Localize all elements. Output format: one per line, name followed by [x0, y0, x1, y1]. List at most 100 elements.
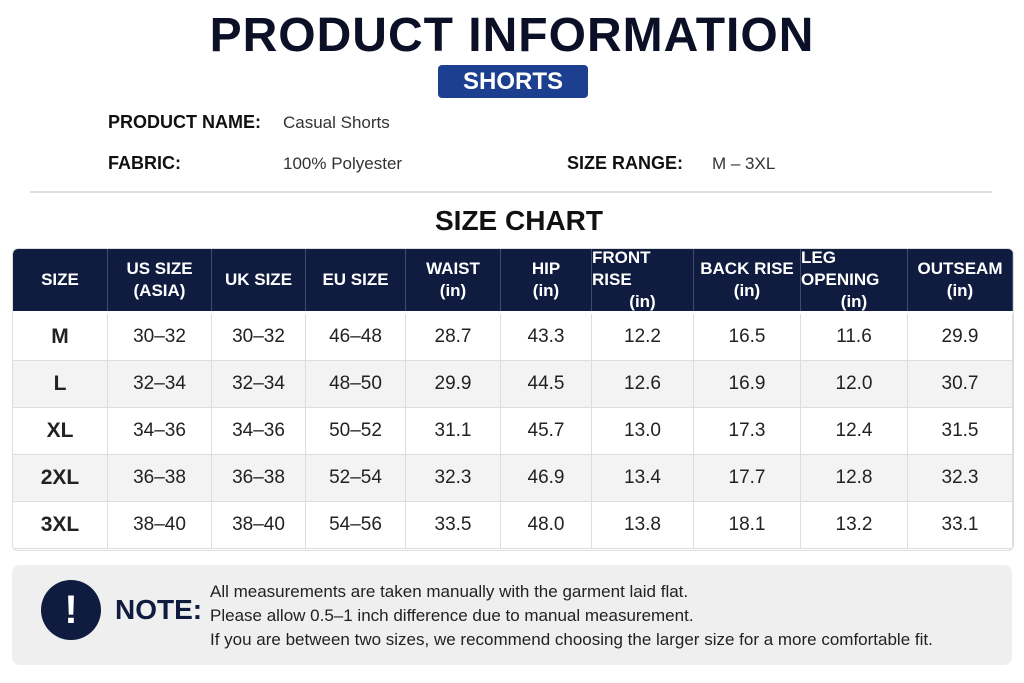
cell: 13.8 — [592, 502, 694, 549]
cell: 44.5 — [501, 361, 592, 408]
note-line: Please allow 0.5–1 inch difference due t… — [210, 606, 694, 625]
header-cell: SIZE — [13, 249, 108, 311]
header-text: OUTSEAM — [917, 259, 1003, 278]
cell: 34–36 — [212, 408, 306, 455]
value: M – 3XL — [712, 154, 776, 173]
cell: 33.5 — [406, 502, 501, 549]
header-cell: HIP (in) — [501, 249, 592, 311]
header-text: (in) — [946, 281, 974, 300]
note-line: If you are between two sizes, we recomme… — [210, 630, 933, 649]
cell: 16.5 — [694, 314, 801, 361]
header-cell: BACK RISE (in) — [694, 249, 801, 311]
cell: 50–52 — [306, 408, 406, 455]
label: SIZE RANGE: — [567, 153, 684, 173]
header-cell: EU SIZE — [306, 249, 406, 311]
header-text: FRONT RISE — [592, 248, 651, 289]
cell-text: 34–36 — [133, 420, 186, 441]
cell: 46.9 — [501, 455, 592, 502]
cell: 12.4 — [801, 408, 908, 455]
header-cell: US SIZE (ASIA) — [108, 249, 212, 311]
cell: 13.0 — [592, 408, 694, 455]
cell-text: 38–40 — [133, 514, 186, 535]
cell-text: 13.4 — [624, 467, 661, 488]
cell: 2XL — [13, 455, 108, 502]
cell-text: 17.7 — [728, 467, 766, 488]
value: Casual Shorts — [283, 113, 390, 132]
cell-text: 18.1 — [728, 514, 766, 535]
cell-text: 48–50 — [329, 373, 382, 394]
cell-text: 43.3 — [527, 326, 565, 347]
header-text: LEG OPENING — [801, 248, 880, 289]
cell: 12.6 — [592, 361, 694, 408]
cell-text: 16.5 — [728, 326, 766, 347]
cell-text: XL — [46, 419, 74, 442]
cell: 48.0 — [501, 502, 592, 549]
header-cell: WAIST (in) — [406, 249, 501, 311]
cell: 34–36 — [108, 408, 212, 455]
cell-text: 12.8 — [835, 467, 873, 488]
cell: 16.9 — [694, 361, 801, 408]
cell-text: 13.0 — [624, 420, 661, 441]
cell: 12.8 — [801, 455, 908, 502]
cell-text: 50–52 — [329, 420, 382, 441]
cell-text: 3XL — [40, 513, 80, 536]
cell-text: 28.7 — [434, 326, 472, 347]
cell: 12.0 — [801, 361, 908, 408]
cell-text: 46.9 — [527, 467, 565, 488]
cell-text: 44.5 — [527, 373, 565, 394]
cell-text: 52–54 — [329, 467, 382, 488]
cell-text: 2XL — [40, 466, 80, 489]
cell: 38–40 — [212, 502, 306, 549]
header-text: WAIST — [426, 259, 480, 278]
cell: 30.7 — [908, 361, 1013, 408]
header-text: (in) — [532, 281, 560, 300]
note-label: NOTE: — [115, 594, 203, 625]
cell-text: 17.3 — [728, 420, 766, 441]
note-icon: ! — [41, 580, 101, 640]
header-text: HIP — [531, 259, 561, 278]
cell: 30–32 — [212, 314, 306, 361]
title: PRODUCT INFORMATION — [209, 9, 815, 62]
header-cell: UK SIZE — [212, 249, 306, 311]
value: 100% Polyester — [283, 154, 403, 173]
cell-text: 32.3 — [434, 467, 472, 488]
cell: 13.2 — [801, 502, 908, 549]
cell: 29.9 — [406, 361, 501, 408]
cell-text: L — [53, 372, 67, 395]
cell: XL — [13, 408, 108, 455]
header-text: EU SIZE — [322, 270, 389, 289]
cell-text: 34–36 — [232, 420, 285, 441]
cell: 32–34 — [212, 361, 306, 408]
cell: 30–32 — [108, 314, 212, 361]
cell-text: 54–56 — [329, 514, 382, 535]
header-cell: LEG OPENING (in) — [801, 249, 908, 311]
cell-text: 12.4 — [835, 420, 873, 441]
cell-text: 38–40 — [232, 514, 285, 535]
cell-text: 13.2 — [835, 514, 873, 535]
label: PRODUCT NAME: — [108, 112, 261, 132]
cell-text: 32–34 — [232, 373, 285, 394]
cell-text: 12.0 — [835, 373, 873, 394]
cell: 36–38 — [212, 455, 306, 502]
cell: 48–50 — [306, 361, 406, 408]
cell-text: 13.8 — [624, 514, 661, 535]
header-text: (in) — [840, 292, 868, 311]
size-table: SIZE US SIZE (ASIA) UK SIZE EU SIZE WAIST (in)… — [12, 248, 1014, 551]
cell-text: 29.9 — [434, 373, 472, 394]
cell-text: 29.9 — [941, 326, 979, 347]
cell: 32.3 — [908, 455, 1013, 502]
cell-text: 33.5 — [434, 514, 472, 535]
cell-text: 12.6 — [624, 373, 661, 394]
cell-text: 48.0 — [527, 514, 565, 535]
header-cell: OUTSEAM (in) — [908, 249, 1013, 311]
cell: 36–38 — [108, 455, 212, 502]
header-text: BACK RISE — [700, 259, 794, 278]
cell-text: M — [51, 325, 69, 348]
cell: 11.6 — [801, 314, 908, 361]
cell: 45.7 — [501, 408, 592, 455]
cell-text: 33.1 — [941, 514, 979, 535]
cell-text: 11.6 — [836, 326, 872, 347]
header-text: (in) — [733, 281, 761, 300]
cell-text: 16.9 — [728, 373, 766, 394]
cell: 18.1 — [694, 502, 801, 549]
